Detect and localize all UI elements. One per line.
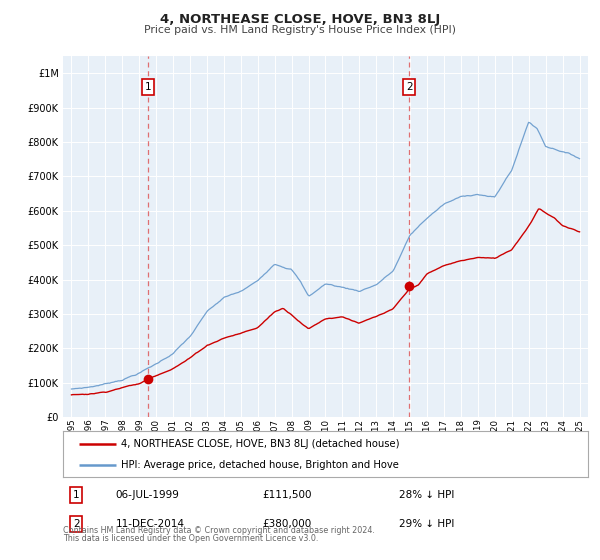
Text: This data is licensed under the Open Government Licence v3.0.: This data is licensed under the Open Gov…	[63, 534, 319, 543]
Text: Contains HM Land Registry data © Crown copyright and database right 2024.: Contains HM Land Registry data © Crown c…	[63, 526, 375, 535]
Text: 1: 1	[73, 490, 79, 500]
Text: 2: 2	[406, 82, 412, 92]
Text: 28% ↓ HPI: 28% ↓ HPI	[399, 490, 454, 500]
Text: HPI: Average price, detached house, Brighton and Hove: HPI: Average price, detached house, Brig…	[121, 460, 398, 470]
Text: £111,500: £111,500	[263, 490, 312, 500]
Text: 1: 1	[145, 82, 151, 92]
Text: Price paid vs. HM Land Registry's House Price Index (HPI): Price paid vs. HM Land Registry's House …	[144, 25, 456, 35]
Text: 2: 2	[73, 519, 79, 529]
Text: 06-JUL-1999: 06-JUL-1999	[115, 490, 179, 500]
Text: 11-DEC-2014: 11-DEC-2014	[115, 519, 185, 529]
Text: 29% ↓ HPI: 29% ↓ HPI	[399, 519, 454, 529]
Text: 4, NORTHEASE CLOSE, HOVE, BN3 8LJ (detached house): 4, NORTHEASE CLOSE, HOVE, BN3 8LJ (detac…	[121, 439, 399, 449]
Text: 4, NORTHEASE CLOSE, HOVE, BN3 8LJ: 4, NORTHEASE CLOSE, HOVE, BN3 8LJ	[160, 13, 440, 26]
Text: £380,000: £380,000	[263, 519, 312, 529]
